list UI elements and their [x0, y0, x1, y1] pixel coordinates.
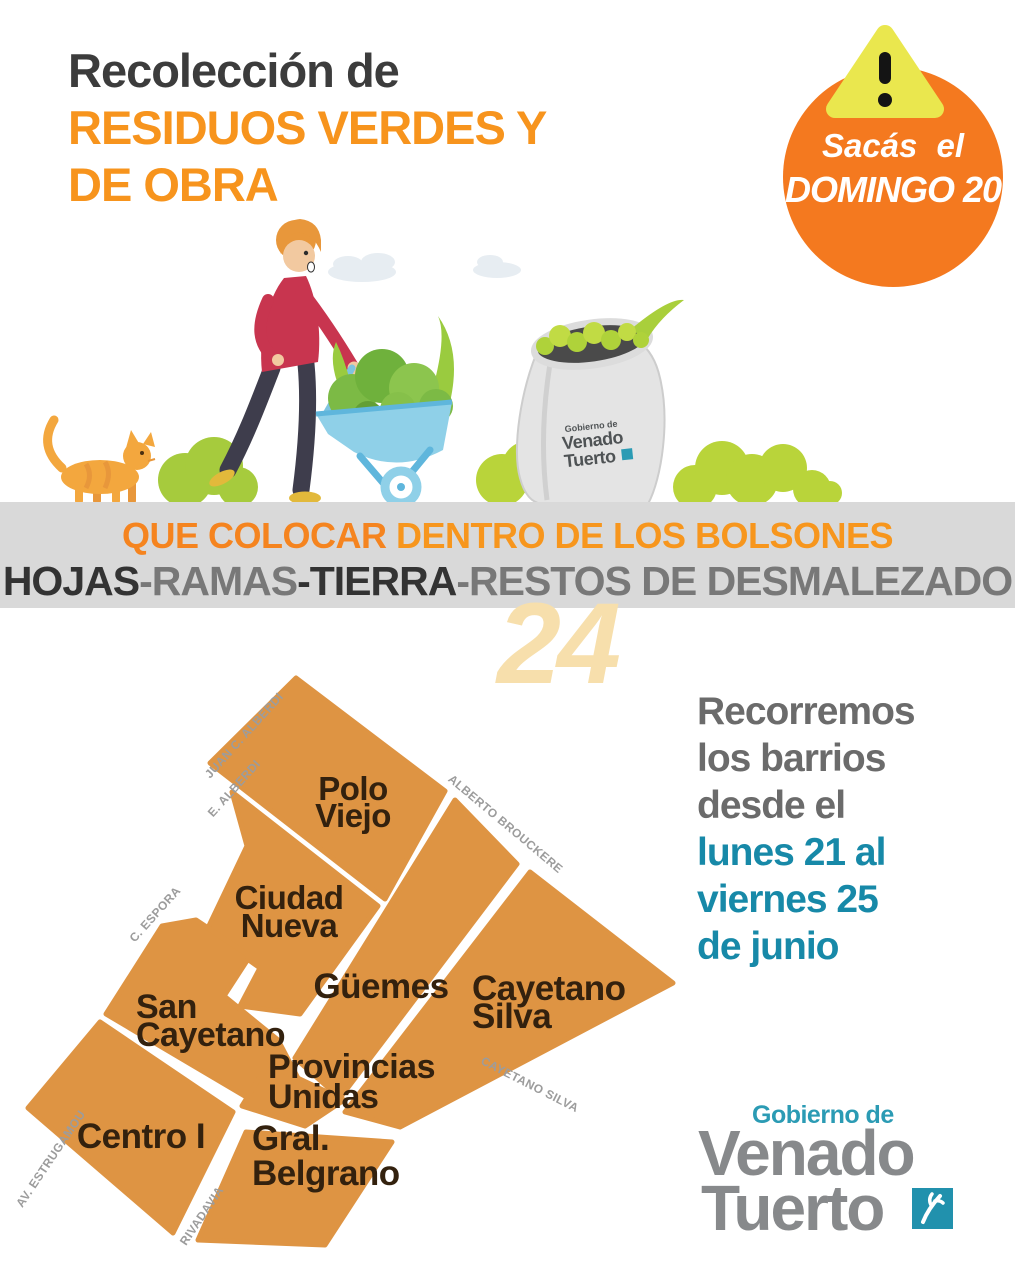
- cloud-icon: [328, 253, 396, 282]
- footer-logo-name2: Tuerto: [701, 1172, 885, 1244]
- band-item: RESTOS DE DESMALEZADO: [468, 558, 1013, 604]
- neighborhood-label-ciudad-nueva: Nueva: [241, 907, 339, 944]
- neighborhood-centro-i: [25, 1019, 236, 1236]
- title-line-3: DE OBRA: [68, 158, 279, 211]
- neighborhood-polo-viejo: [207, 675, 448, 902]
- man-with-wheelbarrow: [209, 219, 454, 508]
- schedule-line: los barrios: [697, 737, 886, 780]
- street-label-cayetano-silva-street: CAYETANO SILVA: [479, 1054, 581, 1115]
- schedule-line: desde el: [697, 784, 846, 827]
- badge-line-1: Sacás el: [821, 127, 965, 164]
- title-line-2: RESIDUOS VERDES Y: [68, 101, 547, 154]
- band-heading-part1: QUE COLOCAR: [121, 515, 396, 556]
- neighborhood-san-cayetano: [103, 917, 303, 1101]
- neighborhood-label-san-cayetano: San: [136, 988, 197, 1026]
- band-item: -: [297, 558, 311, 604]
- band-items: HOJAS-RAMAS-TIERRA-RESTOS DE DESMALEZADO: [0, 558, 1015, 605]
- neighborhood-label-san-cayetano: Cayetano: [136, 1016, 285, 1054]
- band-item: RAMAS: [151, 558, 298, 604]
- schedule-text: Recorremos los barrios desde el lunes 21 al…: [697, 688, 1017, 970]
- title-line-1: Recolección de: [68, 44, 400, 97]
- bag-leaves: [536, 299, 684, 355]
- illustration: Gobierno de Venado Tuerto: [43, 219, 842, 509]
- neighborhood-provincias-unidas: [239, 1061, 347, 1129]
- band-heading-part2: DENTRO DE LOS BOLSONES: [395, 515, 894, 556]
- badge-line-2: DOMINGO 20: [784, 169, 1002, 210]
- cloud-icon: [473, 255, 521, 278]
- neighborhood-label-ciudad-nueva: Ciudad: [235, 879, 344, 916]
- bag-logo: Gobierno de Venado Tuerto: [561, 419, 634, 471]
- neighborhood-cayetano-silva: [342, 869, 676, 1130]
- schedule-line: Recorremos: [697, 690, 916, 733]
- schedule-line: lunes 21 al: [697, 831, 886, 874]
- neighborhood-label-provincias-unidas: Provincias: [268, 1048, 435, 1086]
- neighborhood-gral-belgrano: [195, 1129, 395, 1248]
- band-item: TIERRA: [309, 558, 458, 604]
- schedule-line: viernes 25: [697, 878, 879, 921]
- watermark: 24: [497, 580, 621, 708]
- cat: [43, 415, 156, 504]
- band-heading: QUE COLOCAR DENTRO DE LOS BOLSONES: [0, 515, 1015, 557]
- neighborhood-label-polo-viejo: Viejo: [315, 797, 391, 834]
- leaf-bag: Gobierno de Venado Tuerto: [515, 299, 684, 505]
- band-item: HOJAS: [2, 558, 140, 604]
- neighborhood-label-centro-i: Centro I: [77, 1117, 205, 1156]
- warning-triangle-icon: [826, 25, 944, 118]
- page-title: Recolección de RESIDUOS VERDES Y DE OBRA: [68, 42, 547, 213]
- schedule-line: de junio: [697, 925, 840, 968]
- footer-logo-name1: Venado: [698, 1117, 916, 1189]
- band-item: -: [139, 558, 153, 604]
- footer-logo-top: Gobierno de: [752, 1101, 894, 1129]
- band-what-to-put: QUE COLOCAR DENTRO DE LOS BOLSONES HOJAS…: [0, 502, 1015, 608]
- neighborhood-label-cayetano-silva: Cayetano: [472, 969, 626, 1008]
- band-item: -: [456, 558, 470, 604]
- neighborhood-label-guemes: Güemes: [313, 967, 448, 1006]
- neighborhood-label-polo-viejo: Polo: [318, 770, 388, 807]
- antler-icon: [912, 1188, 953, 1229]
- neighborhood-label-gral-belgrano: Belgrano: [252, 1154, 400, 1193]
- neighborhood-label-provincias-unidas: Unidas: [268, 1078, 378, 1116]
- neighborhood-label-gral-belgrano: Gral.: [252, 1119, 329, 1158]
- bush: [673, 441, 842, 509]
- neighborhood-label-cayetano-silva: Silva: [472, 997, 552, 1036]
